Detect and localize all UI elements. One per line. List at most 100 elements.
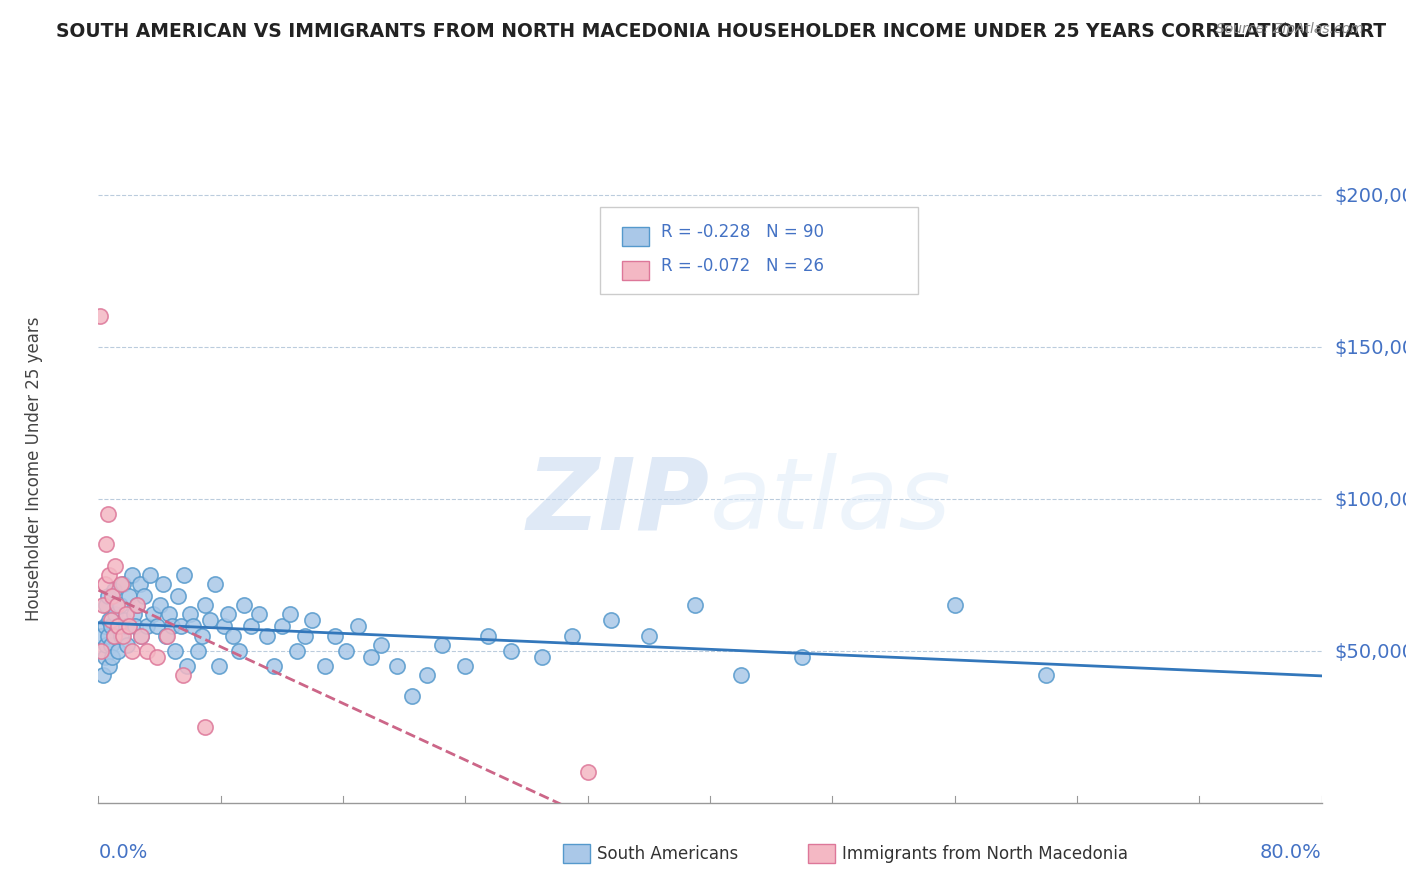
Text: ZIP: ZIP	[527, 453, 710, 550]
Point	[110, 577, 132, 591]
Point	[145, 649, 167, 664]
Point	[105, 598, 128, 612]
Point	[104, 607, 127, 622]
Point	[228, 644, 250, 658]
Point	[347, 619, 370, 633]
Point	[90, 644, 112, 658]
Point	[91, 598, 114, 612]
Point	[790, 649, 813, 664]
Point	[117, 638, 139, 652]
Text: 0.0%: 0.0%	[98, 843, 148, 862]
Point	[204, 577, 226, 591]
Point	[314, 659, 336, 673]
Point	[145, 619, 167, 633]
Point	[385, 659, 408, 673]
Point	[222, 628, 245, 642]
Point	[103, 628, 125, 642]
Point	[115, 607, 138, 622]
Text: Householder Income Under 25 years: Householder Income Under 25 years	[25, 316, 44, 621]
Point	[115, 619, 138, 633]
Bar	[808, 844, 835, 863]
Point	[181, 619, 204, 633]
Point	[98, 613, 121, 627]
Point	[90, 628, 112, 642]
Point	[263, 659, 285, 673]
Text: R = -0.228   N = 90: R = -0.228 N = 90	[661, 223, 824, 241]
Point	[136, 644, 159, 658]
Point	[730, 668, 752, 682]
Point	[176, 659, 198, 673]
Point	[370, 638, 392, 652]
Point	[110, 628, 132, 642]
Point	[179, 607, 201, 622]
Point	[163, 644, 186, 658]
Point	[129, 628, 152, 642]
Point	[943, 598, 966, 612]
Point	[94, 537, 117, 551]
Point	[129, 628, 152, 642]
Point	[118, 589, 141, 603]
Point	[152, 577, 174, 591]
Point	[194, 720, 217, 734]
Point	[301, 613, 323, 627]
Point	[217, 607, 239, 622]
Point	[98, 567, 121, 582]
Point	[637, 628, 661, 642]
Point	[232, 598, 254, 612]
Point	[208, 659, 231, 673]
Point	[111, 577, 134, 591]
Point	[501, 644, 523, 658]
Point	[285, 644, 308, 658]
Point	[191, 628, 214, 642]
Point	[125, 598, 148, 612]
Bar	[621, 227, 650, 246]
Point	[107, 619, 129, 633]
Text: atlas: atlas	[710, 453, 952, 550]
Point	[561, 628, 583, 642]
Point	[104, 558, 127, 573]
Point	[91, 668, 114, 682]
Text: R = -0.072   N = 26: R = -0.072 N = 26	[661, 257, 824, 275]
Point	[160, 619, 183, 633]
Point	[360, 649, 382, 664]
Point	[454, 659, 477, 673]
Point	[167, 589, 190, 603]
Point	[107, 644, 129, 658]
Point	[401, 690, 423, 704]
Point	[187, 644, 209, 658]
Point	[97, 589, 120, 603]
Text: South Americans: South Americans	[598, 845, 738, 863]
Point	[155, 628, 177, 642]
Point	[101, 649, 124, 664]
Point	[94, 638, 117, 652]
Point	[247, 607, 270, 622]
Point	[121, 567, 143, 582]
Point	[278, 607, 301, 622]
Point	[93, 619, 115, 633]
Point	[156, 628, 179, 642]
Point	[93, 577, 115, 591]
Point	[256, 628, 278, 642]
Point	[118, 619, 141, 633]
Point	[173, 567, 195, 582]
Point	[100, 619, 122, 633]
Point	[212, 619, 235, 633]
Text: Immigrants from North Macedonia: Immigrants from North Macedonia	[842, 845, 1128, 863]
Point	[416, 668, 439, 682]
Point	[93, 649, 115, 664]
Point	[139, 567, 162, 582]
Bar	[564, 844, 591, 863]
Point	[100, 638, 122, 652]
Point	[325, 628, 347, 642]
Text: SOUTH AMERICAN VS IMMIGRANTS FROM NORTH MACEDONIA HOUSEHOLDER INCOME UNDER 25 YE: SOUTH AMERICAN VS IMMIGRANTS FROM NORTH …	[56, 22, 1386, 41]
Point	[89, 310, 111, 324]
Point	[335, 644, 357, 658]
Point	[98, 659, 121, 673]
Bar	[600, 208, 918, 294]
Point	[170, 619, 193, 633]
Point	[111, 628, 134, 642]
Point	[194, 598, 217, 612]
Point	[108, 598, 131, 612]
Point	[198, 613, 221, 627]
Point	[128, 577, 150, 591]
